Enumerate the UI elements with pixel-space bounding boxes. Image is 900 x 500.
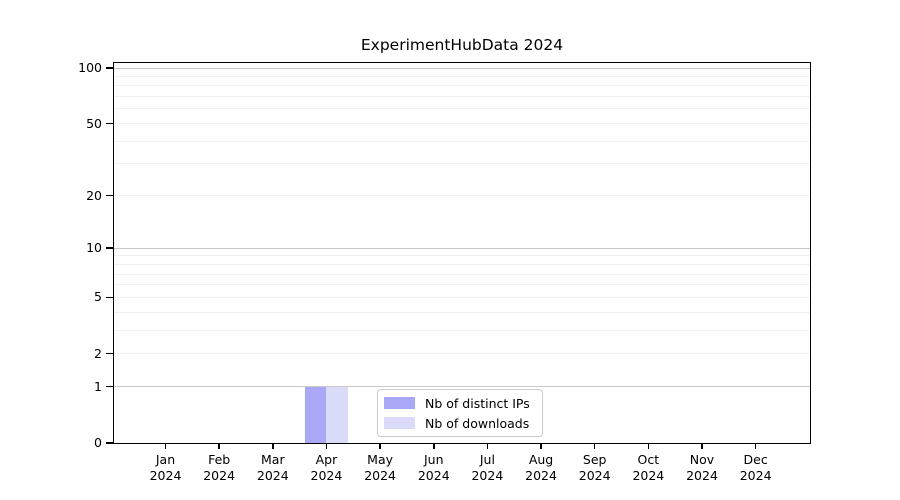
gridline-minor-3	[114, 329, 810, 331]
x-tick-label-oct: Oct 2024	[632, 452, 664, 483]
x-tick-month-nov: Nov	[689, 452, 715, 467]
gridline-minor-40	[114, 140, 810, 142]
x-tick-year-nov: 2024	[686, 467, 718, 483]
gridline-minor-50	[114, 123, 810, 125]
x-tick-year-feb: 2024	[203, 467, 236, 483]
gridline-minor-80	[114, 85, 810, 87]
y-tick-label-5: 5	[94, 289, 102, 305]
x-tick-month-dec: Dec	[743, 452, 768, 467]
x-tick-label-dec: Dec 2024	[740, 452, 772, 483]
gridline-decade-100	[114, 67, 810, 69]
gridline-minor-90	[114, 75, 810, 77]
x-tick-label-jun: Jun 2024	[418, 452, 450, 483]
y-tick-label-2: 2	[94, 345, 102, 361]
gridline-decade-1	[114, 386, 810, 388]
x-tick-nov	[701, 443, 703, 449]
y-tick-label-50: 50	[86, 115, 102, 131]
y-tick-label-10: 10	[86, 240, 102, 256]
bar-nb-of-downloads-apr	[326, 386, 348, 443]
gridline-minor-7	[114, 273, 810, 275]
x-tick-year-mar: 2024	[256, 467, 289, 483]
gridline-minor-60	[114, 108, 810, 110]
x-tick-year-oct: 2024	[632, 467, 665, 483]
gridline-minor-20	[114, 195, 810, 197]
x-tick-month-jul: Jul	[479, 452, 495, 467]
gridline-minor-6	[114, 284, 810, 286]
x-tick-sep	[593, 443, 596, 449]
gridline-minor-30	[114, 163, 810, 165]
x-tick-may	[379, 443, 381, 449]
x-tick-aug	[540, 443, 542, 449]
x-tick-year-aug: 2024	[525, 467, 557, 483]
legend-label-distinct-ips: Nb of distinct IPs	[425, 395, 530, 411]
x-tick-month-jun: Jun	[423, 452, 444, 467]
y-tick-10	[106, 247, 113, 249]
x-tick-label-jul: Jul 2024	[471, 452, 503, 483]
x-tick-year-jul: 2024	[471, 467, 504, 483]
x-tick-month-aug: Aug	[528, 452, 554, 467]
bar-nb-of-distinct-ips-apr	[304, 386, 327, 443]
y-tick-50	[106, 122, 113, 125]
plot-area: 0 1 2 5 10 20 50 100 Jan 2024 Feb 2024 Mar 2024 Apr 20…	[78, 60, 811, 483]
x-tick-year-dec: 2024	[739, 467, 772, 483]
y-tick-label-100: 100	[78, 60, 102, 75]
y-tick-2	[106, 352, 113, 355]
x-tick-month-feb: Feb	[208, 452, 231, 467]
gridline-minor-9	[114, 255, 810, 257]
legend-label-downloads: Nb of downloads	[425, 415, 530, 431]
y-tick-1	[106, 385, 113, 388]
x-tick-year-jan: 2024	[149, 467, 182, 483]
x-tick-label-feb: Feb 2024	[203, 452, 235, 483]
x-tick-label-aug: Aug 2024	[525, 452, 557, 483]
legend-item-distinct-ips: Nb of distinct IPs	[384, 395, 536, 411]
legend: Nb of distinct IPs Nb of downloads	[377, 389, 543, 437]
legend-swatch-downloads	[384, 417, 415, 429]
x-tick-apr	[325, 443, 328, 449]
x-tick-label-sep: Sep 2024	[579, 452, 611, 483]
x-tick-label-nov: Nov 2024	[686, 452, 718, 483]
x-tick-label-mar: Mar 2024	[257, 452, 289, 483]
y-tick-0	[106, 442, 113, 444]
y-tick-label-20: 20	[86, 187, 102, 203]
x-tick-month-mar: Mar	[261, 452, 285, 467]
gridline-minor-8	[114, 263, 810, 265]
x-tick-year-apr: 2024	[310, 467, 343, 483]
x-tick-month-apr: Apr	[315, 452, 338, 467]
gridline-minor-4	[114, 311, 810, 313]
x-tick-label-jan: Jan 2024	[150, 452, 182, 483]
gridline-decade-10	[114, 247, 810, 249]
x-tick-oct	[647, 443, 650, 449]
x-tick-year-jun: 2024	[417, 467, 450, 483]
gridline-minor-2	[114, 353, 810, 355]
legend-swatch-distinct-ips	[384, 397, 415, 409]
x-tick-dec	[754, 443, 757, 449]
x-tick-feb	[218, 443, 220, 449]
x-tick-jul	[486, 443, 489, 449]
gridline-minor-5	[114, 296, 810, 298]
chart-title: ExperimentHubData 2024	[360, 36, 564, 54]
x-tick-year-may: 2024	[364, 467, 396, 483]
y-tick-label-1: 1	[94, 378, 102, 394]
x-tick-label-may: May 2024	[364, 452, 396, 483]
y-tick-100	[106, 67, 113, 69]
x-tick-month-oct: Oct	[637, 452, 660, 467]
gridline-minor-70	[114, 96, 810, 98]
x-tick-month-jan: Jan	[155, 452, 176, 467]
y-tick-label-0: 0	[94, 435, 102, 450]
x-tick-mar	[272, 443, 274, 449]
x-tick-label-apr: Apr 2024	[311, 452, 343, 483]
x-tick-month-sep: Sep	[582, 452, 607, 467]
x-tick-jun	[433, 443, 435, 449]
y-tick-5	[106, 296, 113, 299]
x-tick-month-may: May	[367, 452, 394, 467]
y-tick-20	[106, 194, 113, 197]
legend-item-downloads: Nb of downloads	[384, 415, 536, 431]
x-tick-year-sep: 2024	[578, 467, 611, 483]
x-tick-jan	[164, 443, 167, 449]
